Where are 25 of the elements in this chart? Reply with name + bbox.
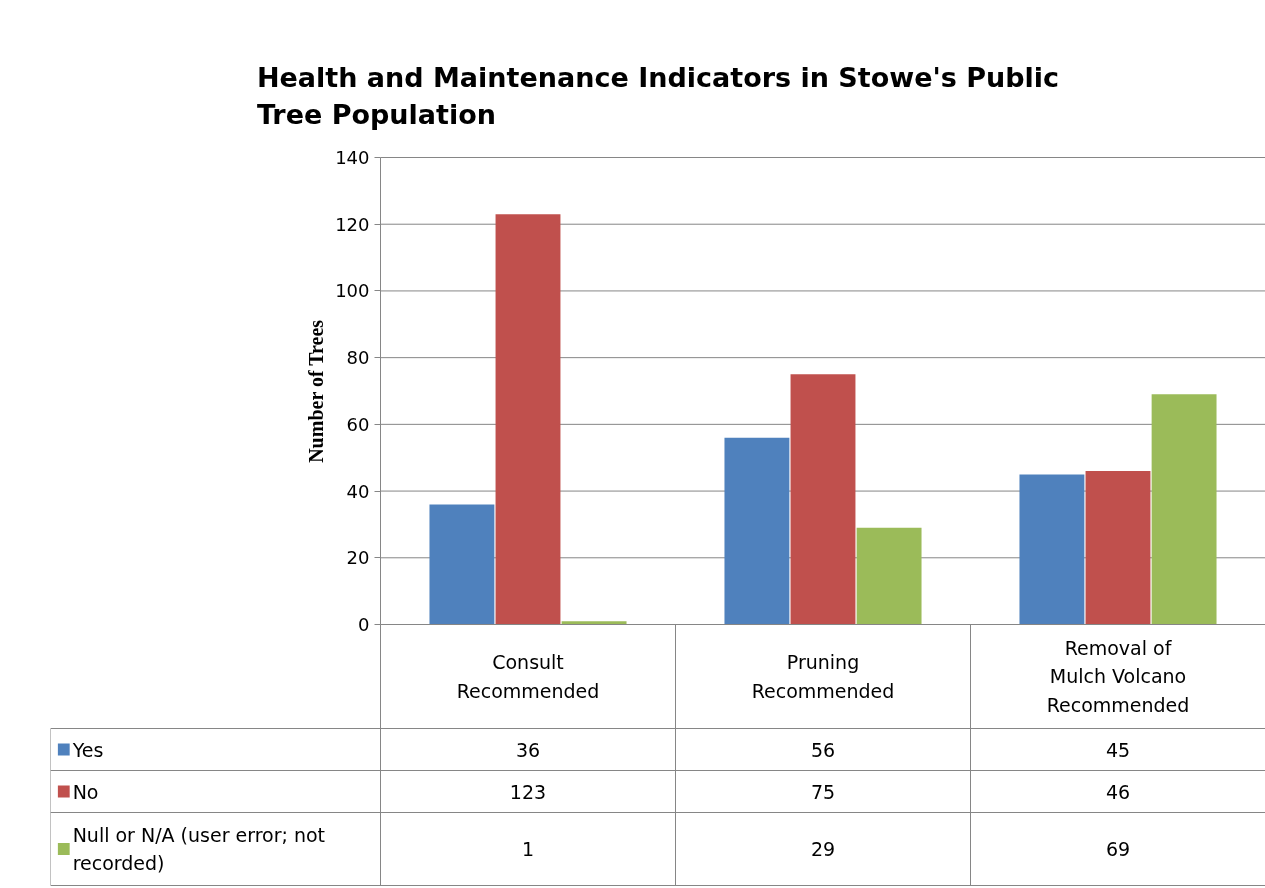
data-label: 75	[810, 780, 836, 803]
y-tick-label: 0	[358, 614, 370, 635]
data-label: 1	[521, 838, 535, 860]
data-label: 29	[810, 838, 836, 860]
data-label: 46	[1105, 780, 1131, 803]
y-tick-label: 60	[346, 413, 370, 435]
legend-label: No	[72, 780, 99, 803]
y-axis-title: Number of Trees	[305, 319, 328, 463]
y-tick-label: 40	[346, 480, 370, 502]
legend-label: Yes	[71, 738, 104, 761]
legend-label: Null or N/A (user error; not recorded)	[72, 823, 326, 875]
x-tick-label: Removal of Mulch Volcano Recommended	[1046, 636, 1190, 717]
y-tick-label: 20	[346, 547, 370, 569]
data-label: 36	[515, 738, 541, 761]
y-tick-label: 80	[346, 347, 370, 369]
y-tick-label: 120	[335, 213, 370, 235]
data-label: 123	[509, 780, 547, 803]
y-tick-label: 140	[335, 147, 370, 168]
data-label: 69	[1105, 838, 1131, 860]
x-tick-label: Pruning Recommended	[751, 651, 895, 702]
x-tick-label: Consult Recommended	[456, 651, 600, 702]
chart-title: Health and Maintenance Indicators in Stowe's Public Tree Population	[256, 62, 1060, 131]
y-tick-label: 100	[335, 280, 370, 302]
data-label: 56	[810, 738, 836, 761]
data-label: 45	[1105, 738, 1131, 761]
